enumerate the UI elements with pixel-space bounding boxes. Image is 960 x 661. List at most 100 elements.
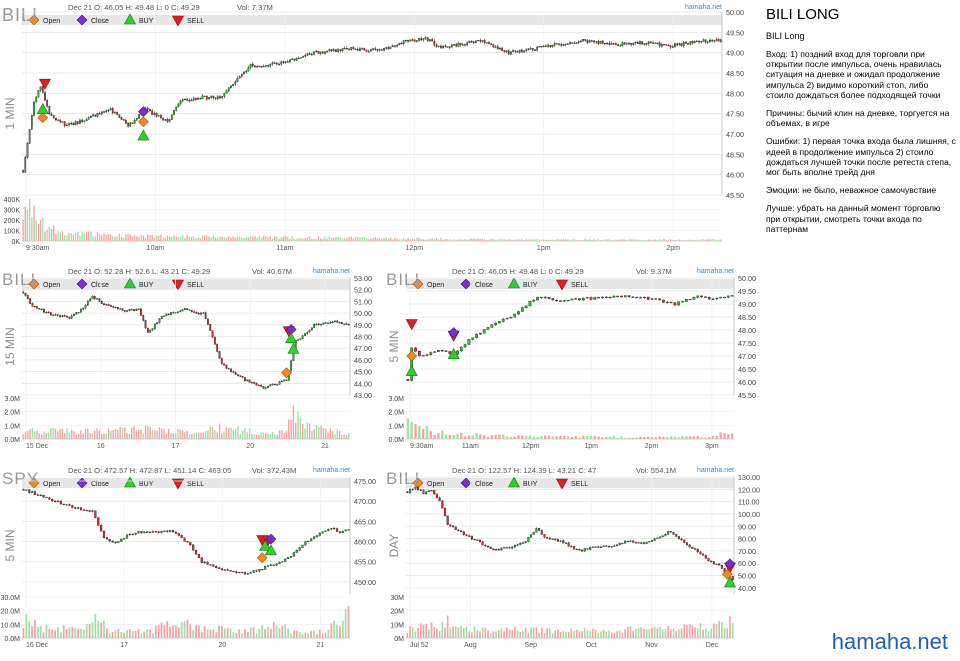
candle	[52, 314, 55, 316]
candle-down	[148, 531, 152, 534]
volume-bar	[79, 235, 81, 241]
volume-bar	[433, 434, 436, 439]
candle-up	[163, 315, 165, 317]
candle-down	[317, 323, 320, 326]
candle	[593, 296, 597, 300]
candle	[76, 120, 79, 126]
volume-bar	[330, 237, 333, 241]
volume-bar	[198, 625, 200, 638]
candle-down	[516, 51, 519, 53]
candle-down	[406, 491, 409, 494]
volume-bar	[37, 223, 40, 241]
volume-bar	[166, 621, 169, 638]
volume-bar	[444, 238, 446, 241]
candle-down	[125, 119, 127, 124]
candle	[208, 96, 210, 100]
candle-up	[495, 549, 498, 551]
volume-bar	[354, 236, 357, 241]
candle-up	[276, 384, 279, 386]
candle-up	[529, 48, 532, 50]
candle-down	[116, 111, 119, 115]
volume-bar	[409, 626, 411, 638]
volume-bar	[451, 239, 453, 241]
candle-up	[475, 333, 478, 338]
candle-up	[575, 42, 578, 44]
candle-down	[26, 295, 29, 299]
volume-bar	[193, 236, 195, 241]
volume-bar	[620, 436, 623, 439]
candle-up	[656, 537, 659, 539]
price-tick-label: 53.00	[354, 274, 372, 283]
candle	[306, 331, 309, 335]
volume-bar	[189, 624, 192, 638]
volume-bar	[117, 429, 119, 439]
candle	[70, 314, 73, 320]
candle	[109, 107, 112, 111]
candle	[85, 509, 88, 512]
candle-up	[553, 43, 556, 46]
volume-bar	[543, 239, 545, 241]
candle-up	[54, 314, 57, 316]
candle-up	[240, 73, 243, 77]
candle-down	[394, 45, 396, 47]
candle	[577, 40, 580, 45]
price-tick-label: 80.00	[738, 535, 756, 544]
candle	[626, 540, 629, 543]
candle	[154, 530, 157, 533]
candle-up	[696, 295, 700, 298]
price-tick-label: 110.00	[738, 498, 759, 507]
volume-bar	[142, 235, 145, 241]
candle-down	[81, 119, 84, 122]
volume-bar	[175, 625, 177, 638]
candle	[129, 121, 132, 128]
candle	[26, 141, 29, 159]
candle-down	[29, 298, 32, 304]
trade-marker-buy	[137, 129, 150, 141]
candle	[417, 350, 421, 357]
candle-up	[629, 540, 632, 542]
candle-up	[475, 40, 477, 43]
candle-up	[425, 354, 429, 356]
candle	[719, 296, 723, 299]
candle	[581, 549, 584, 553]
volume-bar	[525, 239, 527, 241]
candle-up	[602, 545, 605, 548]
volume-bar	[396, 238, 398, 241]
candle-down	[637, 542, 640, 544]
candle-down	[548, 537, 551, 540]
candle-down	[144, 320, 147, 329]
candle-down	[261, 569, 264, 571]
candle-down	[195, 98, 197, 100]
candle-up	[461, 44, 464, 46]
volume-bar	[209, 629, 212, 638]
candle	[153, 323, 156, 330]
volume-bar	[232, 632, 235, 638]
volume-bar	[509, 437, 513, 439]
volume-bar	[411, 627, 414, 638]
candle	[243, 571, 247, 575]
candle	[567, 541, 570, 547]
candle-down	[446, 46, 449, 48]
candle-down	[327, 322, 329, 324]
volume-bar	[477, 238, 479, 241]
candle-up	[143, 531, 146, 534]
volume-bar	[158, 426, 161, 439]
volume-bar	[635, 628, 637, 638]
volume-bar	[575, 629, 578, 638]
candle-up	[117, 541, 120, 543]
candle-up	[312, 536, 316, 540]
volume-bar	[123, 632, 126, 638]
price-tick-label: 50.00	[738, 274, 756, 283]
volume-bar	[719, 432, 722, 439]
candle	[601, 39, 604, 45]
volume-bar	[326, 238, 328, 241]
candle-down	[693, 548, 697, 550]
candle	[162, 117, 164, 121]
candle-up	[610, 43, 613, 45]
volume-bar	[154, 625, 157, 638]
volume-bar	[84, 428, 87, 439]
volume-bar	[442, 239, 444, 241]
candle-up	[68, 123, 70, 126]
candle-down	[431, 39, 434, 42]
